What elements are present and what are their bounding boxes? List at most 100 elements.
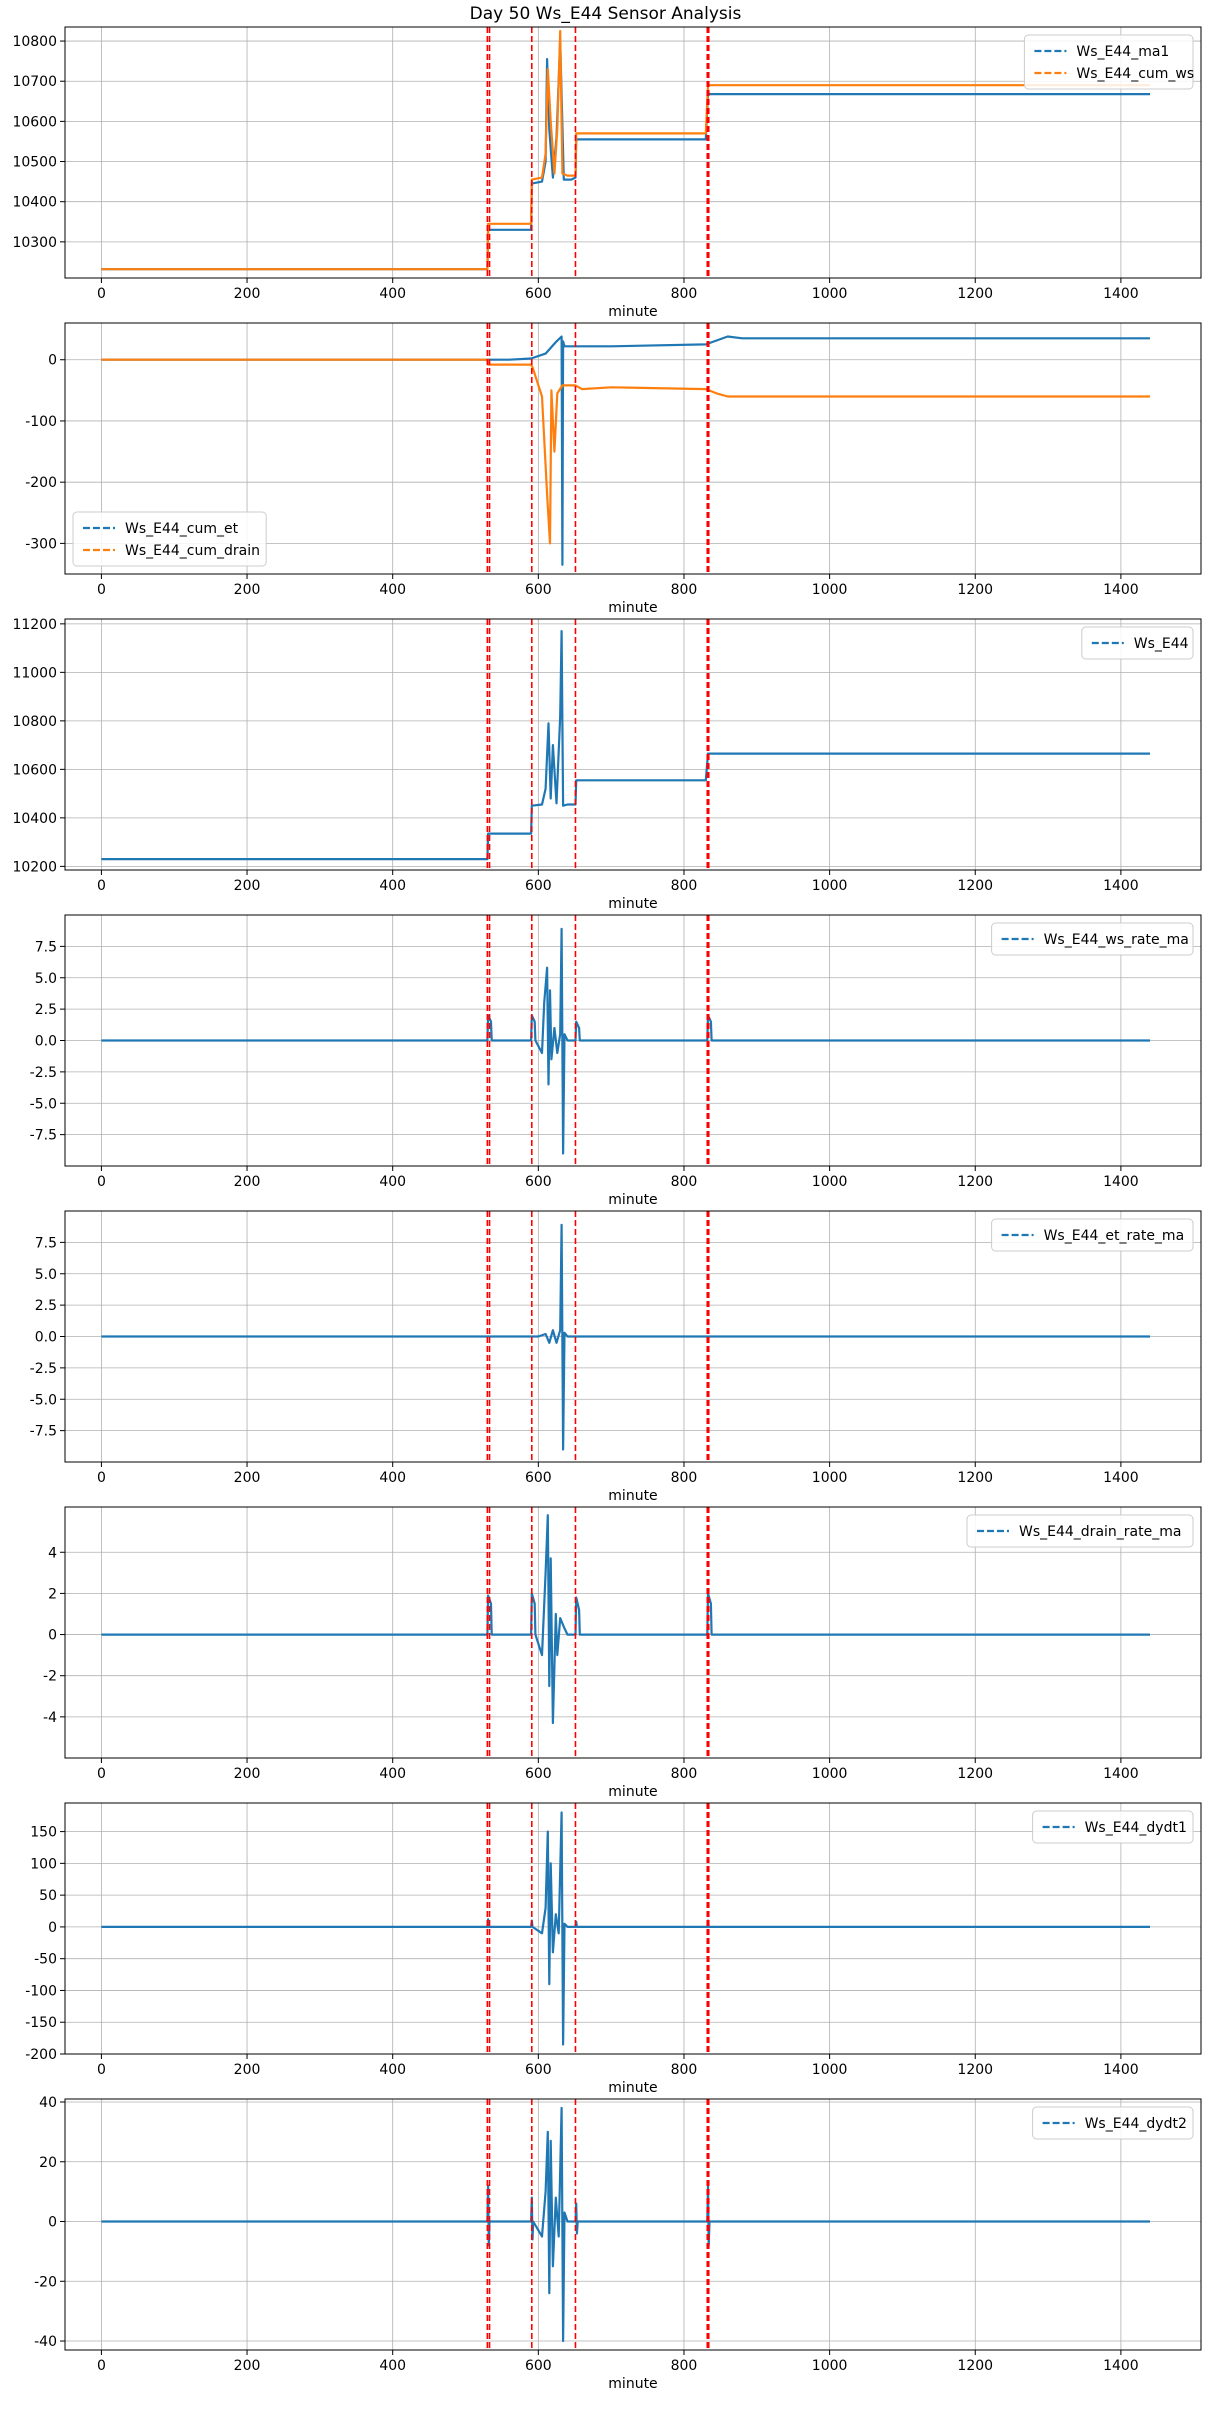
x-tick-label: 600	[525, 1766, 552, 1782]
x-axis-label: minute	[608, 1488, 657, 1504]
series-line	[101, 39, 1150, 271]
series-line	[101, 1223, 1150, 1451]
y-tick-label: 0	[48, 2215, 57, 2231]
x-axis-label: minute	[608, 304, 657, 320]
y-tick-label: 5.0	[35, 971, 57, 987]
x-tick-label: 1400	[1103, 1174, 1139, 1190]
x-axis-label: minute	[608, 600, 657, 616]
subplot-3: 0 200 400 600 800 1000 1200 1400 10200 10400 10600…	[12, 617, 1202, 912]
y-tick-label: -200	[25, 475, 57, 491]
x-tick-label: 1200	[957, 2062, 993, 2078]
legend-box	[991, 922, 1194, 956]
subplot-8: 0 200 400 600 800 1000 1200 1400 -40 -20 0 20 40 minu…	[34, 2095, 1202, 2392]
x-tick-label: 1200	[957, 286, 993, 302]
x-tick-label: 1400	[1103, 878, 1139, 894]
series-group	[101, 1211, 1150, 1462]
y-tick-label: 2	[48, 1586, 57, 1602]
x-tick-label: 1200	[957, 878, 993, 894]
y-tick-label: -5.0	[30, 1096, 57, 1112]
x-tick-label: 1200	[957, 2358, 993, 2374]
x-tick-label: 800	[671, 286, 698, 302]
x-tick-label: 200	[234, 1174, 261, 1190]
x-tick-label: 200	[234, 878, 261, 894]
series-line	[101, 927, 1150, 1155]
y-tick-label: 5.0	[35, 1267, 57, 1283]
x-tick-label: 1000	[812, 286, 848, 302]
legend: Ws_E44_dydt1	[1032, 1810, 1194, 1844]
y-tick-label: 10800	[12, 34, 57, 50]
y-tick-label: -100	[25, 414, 57, 430]
legend-label: Ws_E44_ws_rate_ma	[1044, 932, 1189, 948]
x-tick-label: 200	[234, 2358, 261, 2374]
y-tick-label: -2.5	[30, 1361, 57, 1377]
legend: Ws_E44_cum_et Ws_E44_cum_drain	[72, 511, 267, 567]
legend-box	[1023, 34, 1194, 90]
x-tick-label: 0	[97, 1470, 106, 1486]
x-tick-label: 800	[671, 2358, 698, 2374]
series-line	[101, 629, 1150, 861]
x-tick-label: 1200	[957, 582, 993, 598]
y-tick-label: 11000	[12, 665, 57, 681]
y-tick-label: -4	[43, 1710, 57, 1726]
x-tick-label: 0	[97, 1174, 106, 1190]
y-tick-label: 10800	[12, 714, 57, 730]
series-line	[101, 335, 1150, 566]
subplot-7: 0 200 400 600 800 1000 1200 1400-200-150-100-50…	[25, 1802, 1202, 2096]
series-line	[101, 29, 1150, 271]
y-tick-label: -2.5	[30, 1065, 57, 1081]
y-tick-label: 0	[48, 353, 57, 369]
axes-frame	[64, 1506, 1202, 1759]
legend-label: Ws_E44_cum_drain	[125, 543, 260, 559]
x-tick-label: 1000	[812, 582, 848, 598]
x-tick-label: 0	[97, 582, 106, 598]
subplot-4: 0 200 400 600 800 1000 1200 1400 -7.5 -5.0 -2.5 0.0…	[30, 914, 1202, 1208]
x-tick-label: 800	[671, 1174, 698, 1190]
legend-label: Ws_E44_dydt1	[1085, 1820, 1187, 1836]
y-tick-label: 2.5	[35, 1002, 57, 1018]
x-tick-label: 1400	[1103, 582, 1139, 598]
legend-label: Ws_E44	[1134, 636, 1189, 652]
x-tick-label: 600	[525, 878, 552, 894]
x-tick-label: 600	[525, 286, 552, 302]
y-tick-label: 0	[48, 1628, 57, 1644]
x-tick-label: 1400	[1103, 2358, 1139, 2374]
subplot-1: 0 200 400 600 800 1000 1200 1400 10300 10400 10500…	[12, 26, 1202, 320]
x-tick-label: 600	[525, 1470, 552, 1486]
x-axis-label: minute	[608, 1192, 657, 1208]
x-tick-label: 1400	[1103, 286, 1139, 302]
y-tick-label: 10200	[12, 859, 57, 875]
legend-box	[72, 511, 267, 567]
x-tick-label: 400	[379, 582, 406, 598]
x-tick-label: 400	[379, 1766, 406, 1782]
x-tick-label: 800	[671, 2062, 698, 2078]
x-tick-label: 1000	[812, 1766, 848, 1782]
x-tick-label: 0	[97, 2358, 106, 2374]
y-tick-label: -50	[34, 1952, 57, 1968]
axes-frame	[64, 2098, 1202, 2351]
x-tick-label: 600	[525, 582, 552, 598]
x-tick-label: 1200	[957, 1174, 993, 1190]
legend-box	[966, 1514, 1194, 1548]
series-group	[101, 323, 1150, 574]
y-tick-label: -150	[25, 2015, 57, 2031]
y-tick-label: 0	[48, 1920, 57, 1936]
x-tick-label: 200	[234, 2062, 261, 2078]
legend: Ws_E44_et_rate_ma	[991, 1218, 1194, 1252]
x-tick-label: 200	[234, 582, 261, 598]
x-tick-label: 600	[525, 2358, 552, 2374]
x-tick-label: 1400	[1103, 2062, 1139, 2078]
y-tick-label: 0.0	[35, 1330, 57, 1346]
x-tick-label: 200	[234, 1470, 261, 1486]
y-tick-label: 7.5	[35, 1235, 57, 1251]
y-tick-label: 150	[30, 1825, 57, 1841]
y-tick-label: 4	[48, 1545, 57, 1561]
subplot-2: 0 200 400 600 800 1000 1200 1400 -300 -200 -100 0 mi…	[25, 322, 1202, 616]
x-axis-label: minute	[608, 2080, 657, 2096]
series-group	[101, 27, 1150, 278]
series-group	[101, 619, 1150, 870]
x-tick-label: 1000	[812, 1174, 848, 1190]
y-tick-label: 10600	[12, 762, 57, 778]
axes-frame	[64, 26, 1202, 279]
legend: Ws_E44_dydt2	[1032, 2106, 1194, 2140]
legend-label: Ws_E44_dydt2	[1085, 2116, 1187, 2132]
